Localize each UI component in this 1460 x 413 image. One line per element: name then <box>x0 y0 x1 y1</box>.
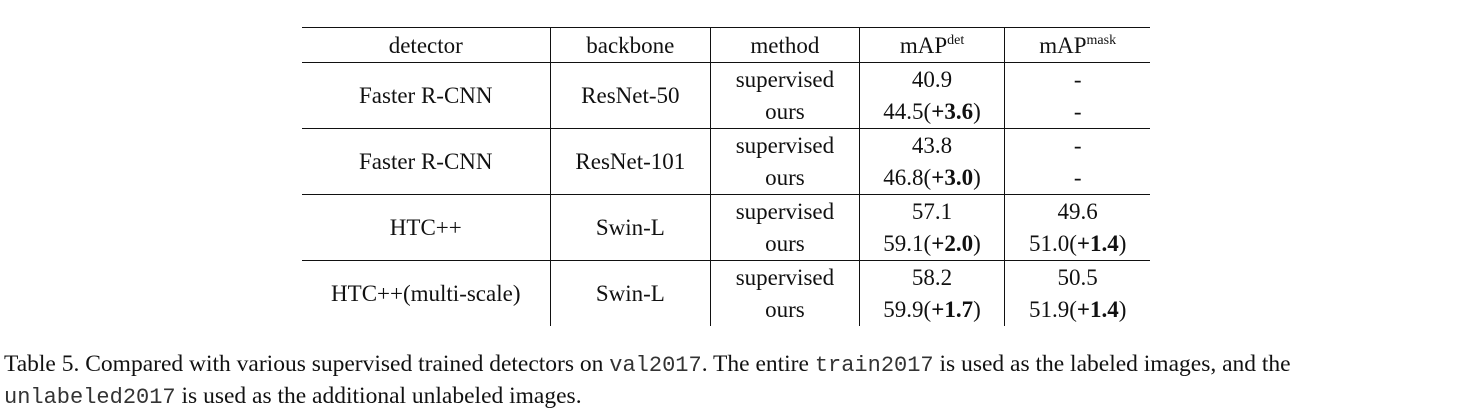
backbone-cell: ResNet-101 <box>550 128 712 195</box>
caption-code-train2017: train2017 <box>814 353 934 378</box>
header-map-det-superscript: det <box>947 32 965 48</box>
method-cell: supervised <box>710 128 860 162</box>
detector-cell: Faster R-CNN <box>302 128 551 195</box>
det-value: 43.8 <box>911 132 953 158</box>
det-value: 57.1 <box>911 198 953 224</box>
mask-cell: 49.6 <box>1005 195 1150 228</box>
det-value: 40.9 <box>911 66 953 92</box>
mask-gain: +1.4 <box>1076 297 1119 323</box>
caption-text-1: Compared with various supervised trained… <box>79 351 610 377</box>
backbone-cell: Swin-L <box>550 194 712 261</box>
mask-value: 50.5 <box>1057 264 1098 290</box>
detector-cell: HTC++(multi-scale) <box>302 260 551 326</box>
method-cell: ours <box>710 95 860 129</box>
mask-value: 51.0 <box>1028 231 1070 257</box>
mask-value: - <box>1073 165 1082 191</box>
method-cell: supervised <box>710 260 860 294</box>
det-cell: 57.1 <box>859 194 1006 228</box>
header-row: detector backbone method mAPdet mAPmask <box>302 27 1150 63</box>
table-body: Faster R-CNN ResNet-50 supervised 40.9- ours… <box>302 62 1150 326</box>
method-cell: supervised <box>710 194 860 228</box>
header-map-mask-base: mAP <box>1039 32 1087 58</box>
method-cell: supervised <box>710 62 860 96</box>
table-row: HTC++ Swin-L supervised 57.1 49.6 <box>302 194 1150 261</box>
method-cell: ours <box>710 161 860 195</box>
header-map-mask-superscript: mask <box>1086 32 1117 48</box>
mask-gain: +1.4 <box>1076 231 1119 257</box>
det-cell: 43.8 <box>859 128 1006 162</box>
header-map-det: mAPdet <box>859 27 1006 63</box>
header-detector: detector <box>302 27 551 63</box>
det-cell: 46.8(+3.0) <box>859 161 1006 195</box>
caption-label: Table 5. <box>4 351 80 377</box>
table-row: HTC++(multi-scale) Swin-L supervised 58.2 50… <box>302 260 1150 326</box>
results-table: detector backbone method mAPdet mAPmask … <box>302 27 1150 326</box>
table-caption: Table 5. Compared with various supervise… <box>4 349 1456 413</box>
detector-cell: HTC++ <box>302 194 551 261</box>
mask-value: - <box>1073 99 1082 125</box>
table-row: ours 46.8(+3.0) - <box>302 161 1150 195</box>
mask-cell: - <box>1004 161 1150 195</box>
det-value: 44.5 <box>883 99 924 125</box>
table-row: ours 59.1(+2.0) 51.0(+1.4) <box>302 227 1150 261</box>
mask-cell: - <box>1005 129 1150 162</box>
det-value: 59.9 <box>883 297 924 323</box>
header-method: method <box>710 27 860 63</box>
det-cell: 58.2 <box>859 260 1006 294</box>
table-row: ours 44.5(+3.6) - <box>302 95 1150 129</box>
mask-value: - <box>1073 66 1082 92</box>
method-cell: ours <box>710 227 860 261</box>
mask-value: 51.9 <box>1028 297 1070 323</box>
header-map-det-base: mAP <box>899 32 948 58</box>
header-map-mask: mAPmask <box>1004 27 1150 63</box>
det-cell: 44.5(+3.6) <box>859 95 1006 129</box>
det-cell: 59.9(+1.7) <box>859 293 1006 326</box>
header-backbone: backbone <box>550 27 712 63</box>
det-cell: 40.9 <box>859 62 1006 96</box>
det-gain: +1.7 <box>931 297 974 323</box>
caption-text-3: is used as the labeled images, and the <box>933 351 1291 377</box>
det-value: 46.8 <box>883 165 924 191</box>
mask-cell: - <box>1005 63 1150 96</box>
backbone-cell: ResNet-50 <box>550 62 712 129</box>
det-value: 59.1 <box>883 231 924 257</box>
det-gain: +3.0 <box>931 165 974 191</box>
caption-code-unlabeled2017: unlabeled2017 <box>4 385 176 410</box>
mask-value: - <box>1073 132 1082 158</box>
table-row: Faster R-CNN ResNet-50 supervised 40.9 - <box>302 62 1150 129</box>
mask-cell: 50.5 <box>1005 261 1150 294</box>
caption-text-4: is used as the additional unlabeled imag… <box>175 383 582 409</box>
det-gain: +2.0 <box>931 231 974 257</box>
mask-cell: 51.9(+1.4) <box>1028 297 1127 323</box>
caption-code-val2017: val2017 <box>609 353 702 378</box>
backbone-cell: Swin-L <box>550 260 712 326</box>
table-row: Faster R-CNN ResNet-101 supervised 43.8 - <box>302 128 1150 195</box>
mask-cell: - <box>1004 95 1150 129</box>
det-gain: +3.6 <box>931 99 974 125</box>
mask-value: 49.6 <box>1057 198 1098 224</box>
table-row: ours 59.9(+1.7) 51.9(+1.4) <box>302 293 1150 326</box>
mask-cell: 51.0(+1.4) <box>1004 227 1150 261</box>
det-value: 58.2 <box>911 264 953 290</box>
caption-text-2: . The entire <box>701 351 815 377</box>
det-cell: 59.1(+2.0) <box>859 227 1006 261</box>
method-cell: ours <box>710 293 860 326</box>
detector-cell: Faster R-CNN <box>302 62 551 129</box>
